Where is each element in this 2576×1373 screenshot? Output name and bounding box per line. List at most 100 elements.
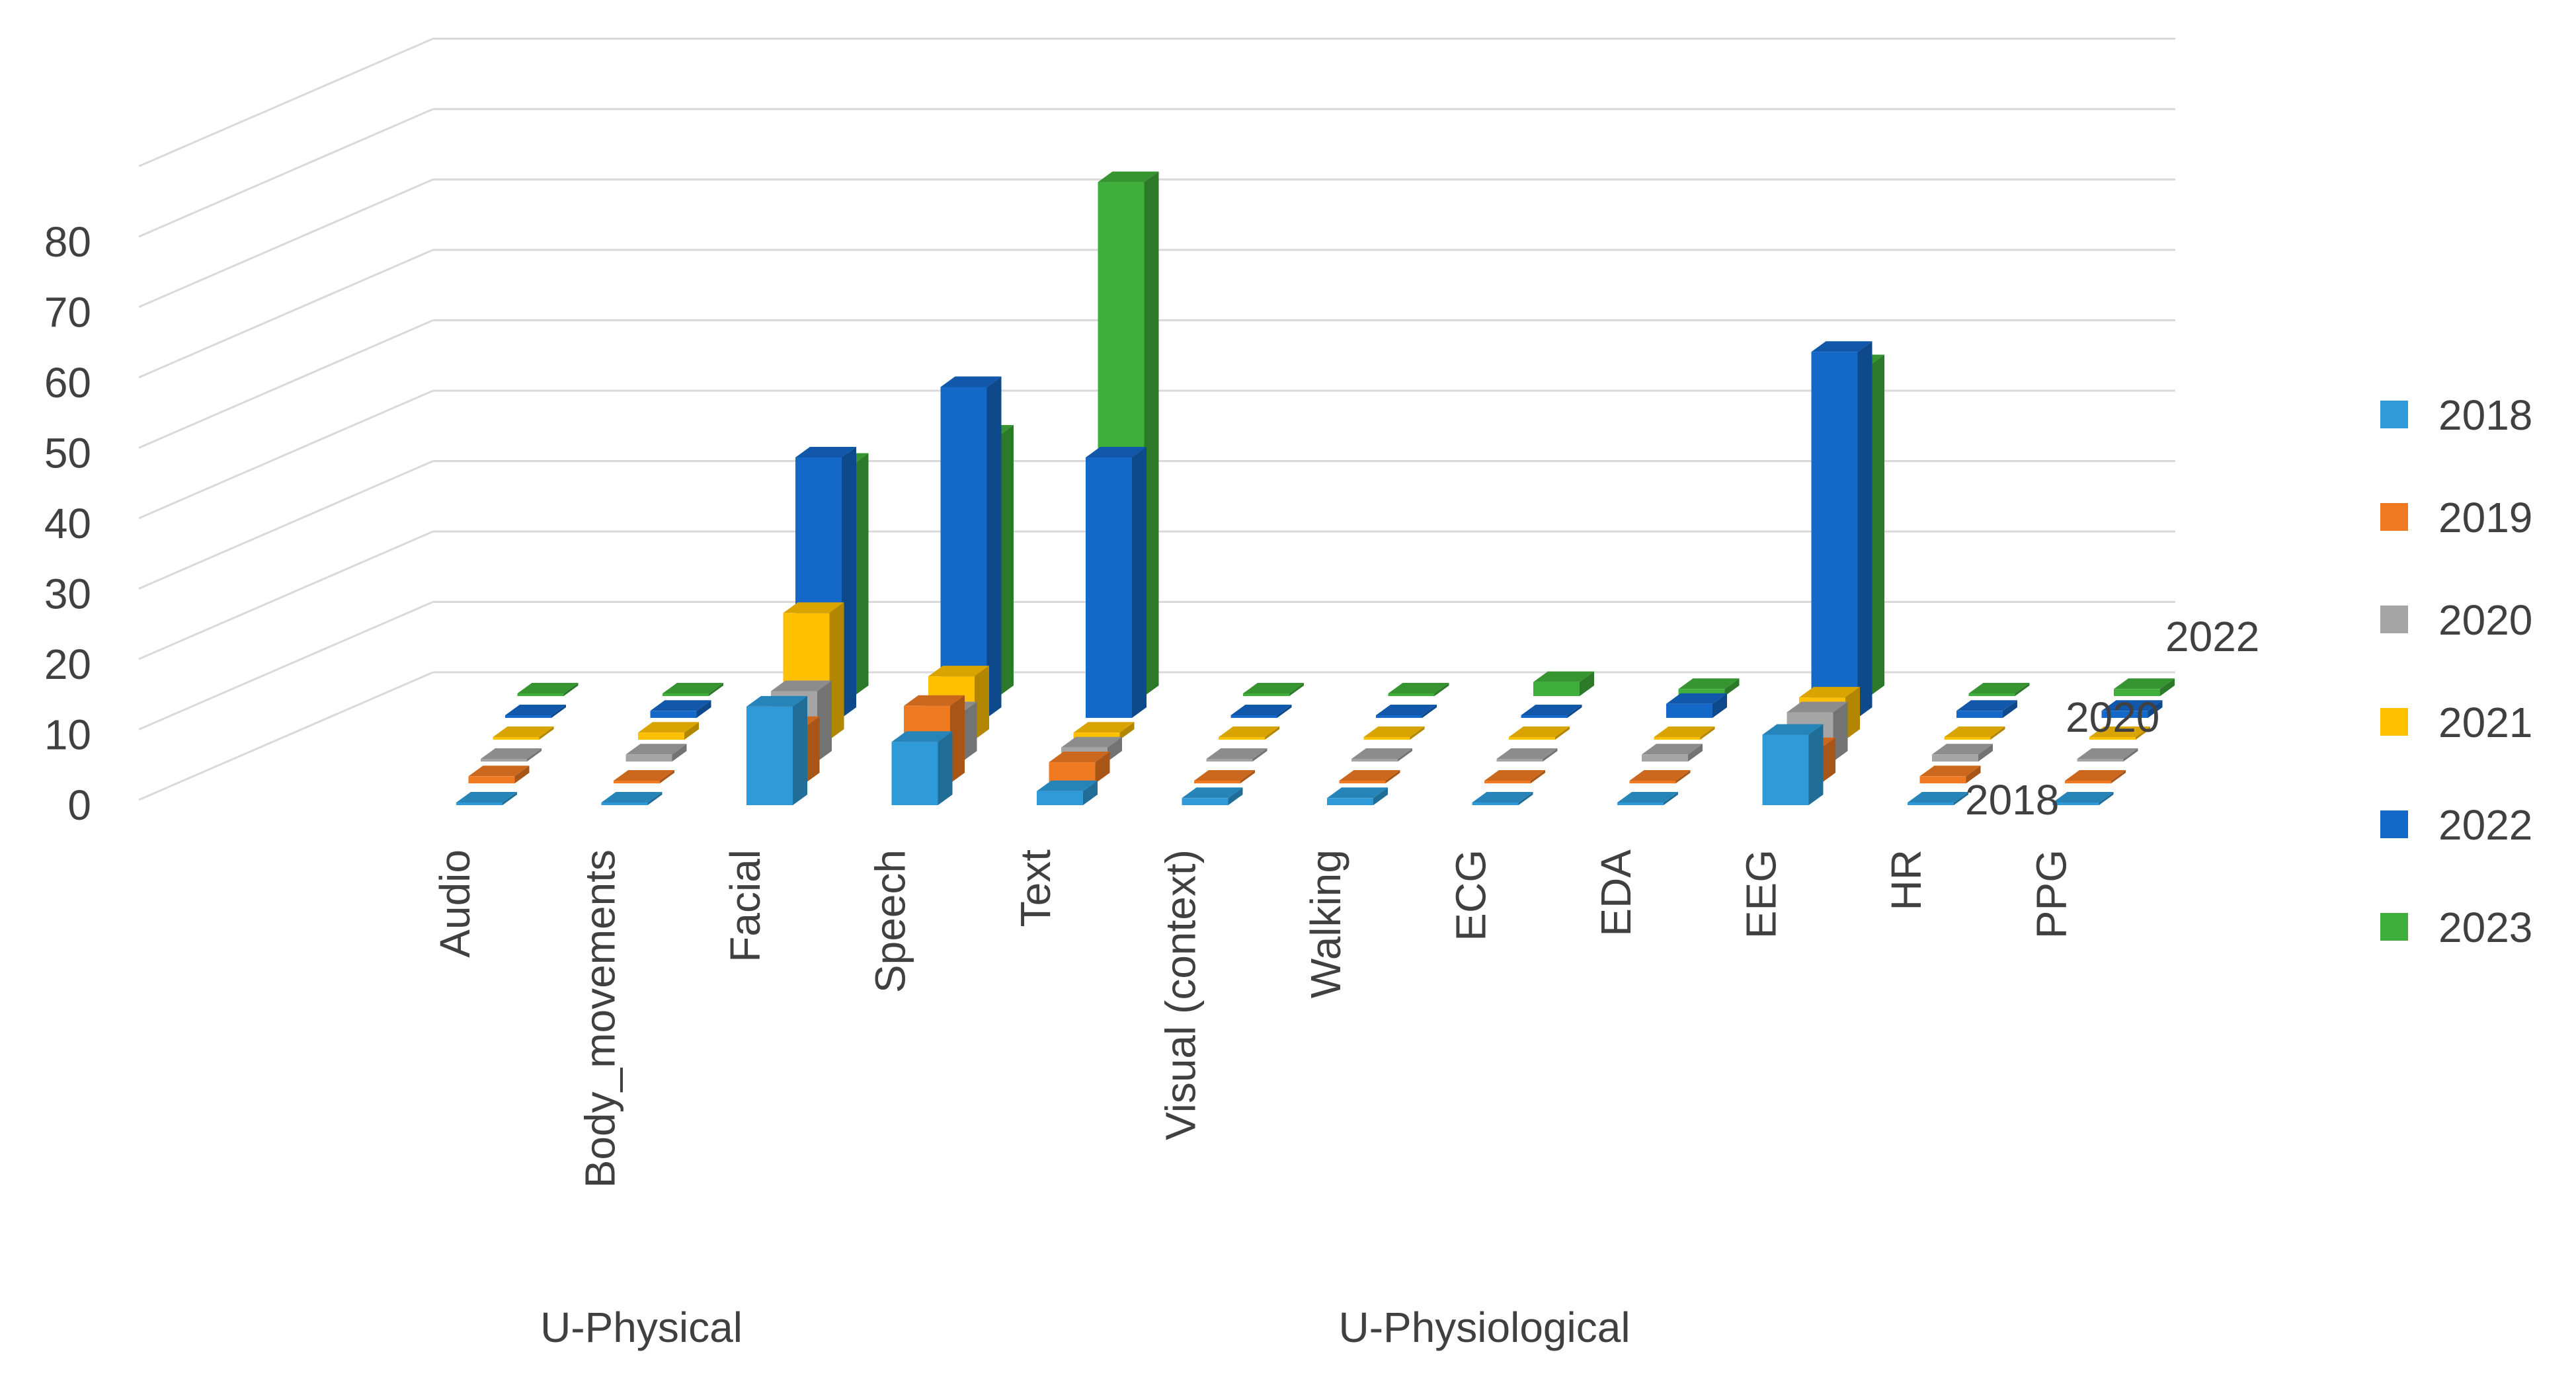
category-label: Speech (867, 849, 914, 993)
bar-2022-body-movements (650, 700, 711, 718)
bar-2023-visual-context- (1243, 683, 1304, 696)
y-tick-label: 70 (44, 289, 91, 336)
bar-2022-walking (1376, 705, 1437, 718)
legend: 2018 2019 2020 2021 2022 2023 (2380, 391, 2532, 951)
legend-label: 2021 (2438, 699, 2532, 746)
bar-2021-body-movements (638, 722, 699, 740)
y-tick-label: 60 (44, 359, 91, 407)
bar-2022-audio (505, 705, 566, 718)
bar-2021-hr (1944, 726, 2005, 740)
bar-2021-ppg (2089, 726, 2150, 740)
legend-label: 2022 (2438, 801, 2532, 849)
bar-2018-ecg (1472, 792, 1533, 805)
bar-2019-visual-context- (1194, 770, 1255, 783)
gridline (138, 460, 2175, 590)
bar-2021-ecg (1509, 726, 1570, 740)
legend-item: 2020 (2380, 596, 2532, 644)
gridline (138, 178, 2175, 308)
category-label: Text (1012, 849, 1059, 927)
bar-2021-visual-context- (1219, 726, 1279, 740)
legend-swatch (2380, 401, 2408, 428)
depth-label: 2020 (2066, 693, 2159, 741)
category-label: HR (1882, 849, 1930, 910)
bar-2022-ecg (1521, 705, 1582, 718)
bar-2018-eeg (1762, 724, 1824, 805)
bar-2022-text (1086, 447, 1147, 718)
group-label: U-Physiological (1338, 1304, 1630, 1351)
bar-2019-eda (1629, 770, 1691, 783)
legend-item: 2023 (2380, 904, 2532, 951)
bar-2018-speech (891, 731, 953, 805)
bar-2018-text (1037, 780, 1098, 805)
gridline (138, 108, 2175, 238)
bar-2023-hr (1968, 683, 2030, 696)
gridline (138, 38, 2175, 167)
category-label: Visual (context) (1157, 849, 1205, 1140)
bar-2020-hr (1932, 744, 1993, 762)
bar-2019-hr (1919, 765, 1981, 783)
bar-2019-ecg (1484, 770, 1545, 783)
legend-swatch (2380, 810, 2408, 838)
bar-2018-body-movements (601, 792, 663, 805)
gridline (138, 530, 2175, 660)
legend-label: 2023 (2438, 904, 2532, 951)
legend-item: 2019 (2380, 494, 2532, 541)
bar-2021-audio (493, 726, 554, 740)
bar-2021-text (1073, 722, 1135, 740)
bar-2020-ecg (1496, 748, 1558, 762)
y-tick-label: 20 (44, 641, 91, 688)
bar-2022-speech (940, 376, 1002, 718)
bar-2023-eda (1678, 678, 1740, 696)
y-axis-ticks: 0 10 20 30 40 50 60 70 80 (44, 218, 91, 829)
gridline (138, 389, 2175, 520)
bar-2018-ppg (2052, 792, 2114, 805)
legend-swatch (2380, 503, 2408, 531)
bar-2018-audio (456, 792, 517, 805)
group-labels: U-Physical U-Physiological (540, 1304, 1630, 1351)
bar-2021-walking (1363, 726, 1425, 740)
y-tick-label: 10 (44, 711, 91, 759)
gridline (138, 249, 2175, 379)
category-label: Facial (721, 849, 769, 962)
gridline (138, 319, 2175, 449)
bar-2022-eeg (1811, 341, 1872, 718)
bar-2020-walking (1351, 748, 1412, 762)
category-label: EDA (1592, 849, 1640, 937)
bar-2023-ecg (1533, 671, 1594, 696)
y-tick-label: 0 (67, 781, 91, 829)
depth-label: 2022 (2165, 613, 2259, 660)
bar-2022-hr (1956, 700, 2017, 718)
bar-2018-hr (1908, 792, 1968, 805)
bar-2020-ppg (2077, 748, 2138, 762)
bar-2018-visual-context- (1182, 787, 1243, 805)
bar-2022-visual-context- (1230, 705, 1292, 718)
bar-2023-ppg (2114, 678, 2175, 696)
legend-swatch (2380, 708, 2408, 736)
category-labels: Audio Body_movements Facial Speech Text Visua… (431, 849, 2075, 1189)
bar-2021-eda (1654, 726, 1715, 740)
bar-2018-facial (746, 695, 807, 805)
bar-2019-ppg (2065, 770, 2126, 783)
depth-label: 2018 (1965, 776, 2059, 824)
y-tick-label: 30 (44, 570, 91, 618)
gridline (138, 601, 2175, 730)
bar-2018-walking (1327, 787, 1388, 805)
category-label: PPG (2028, 849, 2075, 939)
legend-label: 2020 (2438, 596, 2532, 644)
group-label: U-Physical (540, 1304, 743, 1351)
bar-2023-audio (517, 683, 579, 696)
bar-2020-audio (481, 748, 542, 762)
bars (456, 171, 2175, 805)
y-tick-label: 50 (44, 430, 91, 477)
legend-swatch (2380, 606, 2408, 633)
bar-2022-eda (1666, 693, 1727, 718)
category-label: Body_movements (577, 849, 624, 1188)
legend-label: 2018 (2438, 391, 2532, 439)
y-tick-label: 40 (44, 500, 91, 547)
legend-item: 2021 (2380, 699, 2532, 746)
bar-2019-body-movements (614, 770, 674, 783)
bar-2019-audio (468, 765, 530, 783)
bar-2019-walking (1339, 770, 1400, 783)
legend-label: 2019 (2438, 494, 2532, 541)
